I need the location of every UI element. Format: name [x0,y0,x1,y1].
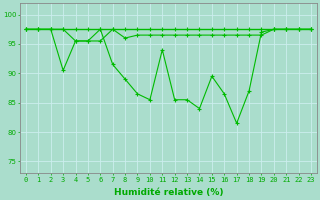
X-axis label: Humidité relative (%): Humidité relative (%) [114,188,223,197]
